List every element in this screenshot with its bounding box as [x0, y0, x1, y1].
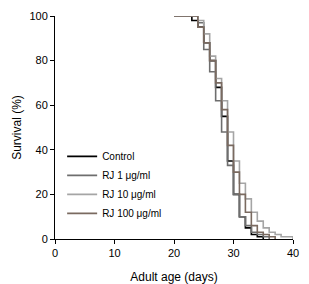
svg-text:20: 20	[168, 247, 180, 259]
svg-text:80: 80	[36, 54, 48, 66]
svg-text:60: 60	[36, 99, 48, 111]
svg-text:20: 20	[36, 188, 48, 200]
svg-text:0: 0	[42, 233, 48, 245]
svg-text:10: 10	[108, 247, 120, 259]
svg-text:0: 0	[52, 247, 58, 259]
svg-text:30: 30	[227, 247, 239, 259]
svg-text:Adult age (days): Adult age (days)	[130, 270, 217, 284]
svg-text:Control: Control	[102, 151, 134, 162]
svg-text:100: 100	[29, 10, 47, 22]
svg-text:Survival (%): Survival (%)	[10, 95, 24, 160]
svg-text:RJ 10 μg/ml: RJ 10 μg/ml	[102, 189, 156, 200]
svg-text:RJ 100 μg/ml: RJ 100 μg/ml	[102, 208, 161, 219]
svg-text:40: 40	[287, 247, 299, 259]
svg-text:RJ 1 μg/ml: RJ 1 μg/ml	[102, 170, 150, 181]
svg-text:40: 40	[36, 144, 48, 156]
